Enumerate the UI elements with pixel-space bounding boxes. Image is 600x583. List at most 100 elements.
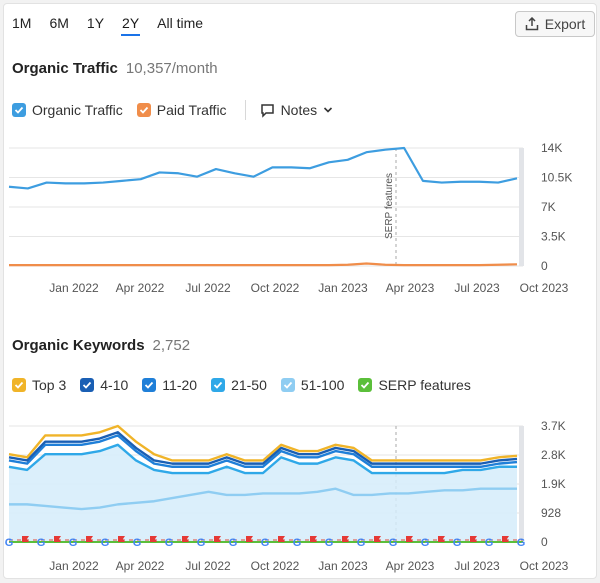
y-tick-label: 14K [541, 141, 562, 155]
chart-edge-band [519, 148, 524, 266]
legend-organic-traffic[interactable]: Organic Traffic [12, 102, 123, 118]
x-tick-label: Jul 2022 [185, 281, 231, 295]
keywords-legend: Top 3 4-10 11-20 21-50 51-100 SERP features [12, 377, 485, 393]
x-tick-label: Jan 2022 [49, 281, 99, 295]
period-6m[interactable]: 6M [49, 15, 69, 31]
google-marker-icon: G [165, 537, 174, 549]
x-tick-label: Jul 2023 [454, 281, 500, 295]
annotation-label: SERP features [384, 173, 395, 239]
period-selector: 1M 6M 1Y 2Y All time [12, 15, 221, 36]
google-marker-icon: G [517, 537, 526, 549]
notes-label: Notes [280, 102, 318, 118]
traffic-title: Organic Traffic 10,357/month [12, 60, 218, 77]
legend-paid-traffic[interactable]: Paid Traffic [136, 102, 227, 118]
period-1y[interactable]: 1Y [86, 15, 105, 31]
flag-marker-icon [278, 536, 285, 546]
flag-marker-icon [150, 536, 157, 546]
flag-marker-icon [406, 536, 413, 546]
x-tick-label: Oct 2022 [251, 559, 300, 573]
notes-dropdown[interactable]: Notes [260, 102, 334, 118]
chevron-down-icon [324, 107, 333, 113]
x-tick-label: Jul 2022 [185, 559, 231, 573]
google-marker-icon: G [485, 537, 494, 549]
flag-marker-icon [214, 536, 221, 546]
google-marker-icon: G [101, 537, 110, 549]
google-marker-icon: G [229, 537, 238, 549]
x-tick-label: Oct 2022 [251, 281, 300, 295]
checkbox-icon [12, 103, 26, 117]
organic-keywords-chart: 3.7K 2.8K 1.9K 928 0 Jan 2022 Apr 2022 Jul 2022… [5, 419, 569, 573]
legend-label: 11-20 [162, 377, 198, 393]
checkbox-icon [80, 378, 95, 392]
y-tick-label: 928 [541, 506, 561, 520]
google-marker-icon: G [133, 537, 142, 549]
checkbox-icon [142, 378, 157, 392]
x-tick-label: Jan 2023 [318, 281, 368, 295]
legend-label: Top 3 [32, 377, 67, 393]
y-tick-label: 3.5K [541, 230, 566, 244]
checkbox-icon [280, 378, 295, 392]
legend-label: SERP features [378, 377, 471, 393]
series-line-paid-traffic [9, 262, 518, 267]
flag-marker-icon [54, 536, 61, 546]
x-tick-label: Apr 2022 [116, 559, 165, 573]
legend-kw-5[interactable]: SERP features [358, 377, 471, 393]
upload-icon [525, 17, 539, 31]
period-1m[interactable]: 1M [12, 15, 32, 31]
legend-label: 4-10 [100, 377, 129, 393]
flag-marker-icon [438, 536, 445, 546]
flag-marker-icon [342, 536, 349, 546]
traffic-title-text: Organic Traffic [12, 60, 118, 77]
organic-traffic-chart: 14K 10.5K 7K 3.5K 0 Jan 2022 Apr 2022 Jul 2022 O… [8, 141, 572, 295]
google-marker-icon: G [357, 537, 366, 549]
flag-marker-icon [310, 536, 317, 546]
series-line-4-10 [8, 431, 518, 465]
flag-marker-icon [118, 536, 125, 546]
x-tick-label: Apr 2023 [386, 281, 435, 295]
period-all-time[interactable]: All time [157, 15, 204, 31]
chart-edge-band [519, 426, 524, 542]
legend-label: Organic Traffic [32, 102, 123, 118]
google-marker-icon: G [325, 537, 334, 549]
dashboard-card: 1M 6M 1Y 2Y All time Export Organic Traf… [3, 3, 597, 579]
x-tick-label: Oct 2023 [520, 281, 569, 295]
traffic-legend: Organic Traffic Paid Traffic Notes [12, 100, 333, 120]
legend-label: 21-50 [231, 377, 267, 393]
checkbox-icon [12, 378, 26, 392]
y-tick-label: 3.7K [541, 419, 566, 433]
google-marker-icon: G [421, 537, 430, 549]
google-marker-icon: G [5, 537, 14, 549]
export-button[interactable]: Export [515, 11, 595, 37]
legend-kw-3[interactable]: 21-50 [211, 377, 267, 393]
x-tick-label: Oct 2023 [520, 559, 569, 573]
series-line-top-3 [8, 424, 518, 462]
google-marker-icon: G [453, 537, 462, 549]
series-line-21-50 [8, 443, 517, 475]
y-tick-label: 2.8K [541, 448, 566, 462]
checkbox-icon [136, 103, 151, 117]
google-marker-icon: G [389, 537, 398, 549]
legend-kw-1[interactable]: 4-10 [80, 377, 128, 393]
flag-marker-icon [502, 536, 509, 546]
y-tick-label: 0 [541, 259, 548, 273]
y-tick-label: 0 [541, 535, 548, 549]
legend-label: 51-100 [300, 377, 345, 393]
y-tick-label: 1.9K [541, 477, 566, 491]
x-tick-label: Jan 2022 [49, 559, 99, 573]
flag-marker-icon [22, 536, 29, 546]
period-2y[interactable]: 2Y [121, 15, 141, 36]
legend-kw-2[interactable]: 11-20 [142, 377, 197, 393]
legend-kw-4[interactable]: 51-100 [280, 377, 345, 393]
y-tick-label: 7K [541, 200, 556, 214]
x-tick-label: Apr 2023 [386, 559, 435, 573]
flag-marker-icon [182, 536, 189, 546]
keywords-value: 2,752 [152, 337, 191, 354]
google-marker-icon: G [37, 537, 46, 549]
flag-marker-icon [86, 536, 93, 546]
legend-kw-0[interactable]: Top 3 [12, 377, 66, 393]
comment-icon [260, 103, 274, 118]
x-tick-label: Apr 2022 [116, 281, 165, 295]
legend-divider [244, 100, 246, 120]
series-line-11-20 [8, 434, 518, 468]
x-tick-label: Jul 2023 [454, 559, 500, 573]
